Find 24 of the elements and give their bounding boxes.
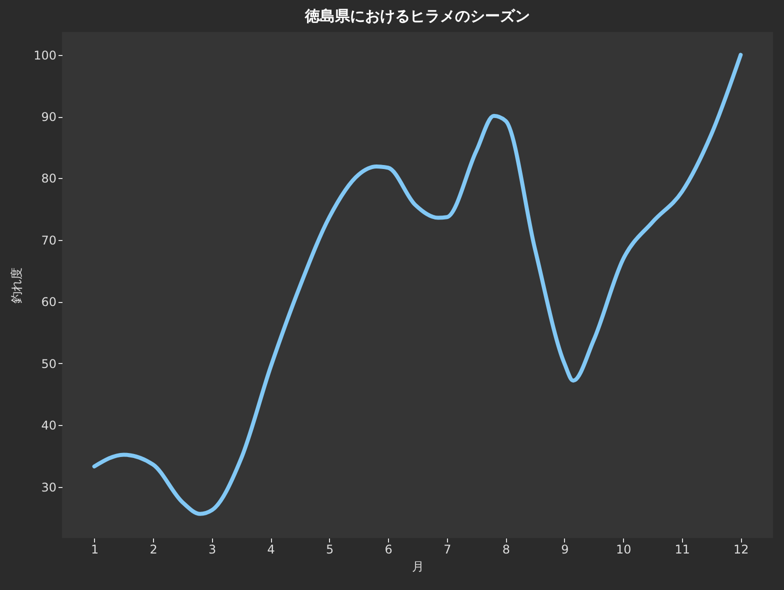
x-tick-label: 1 [91, 542, 99, 556]
chart-title: 徳島県におけるヒラメのシーズン [304, 7, 530, 25]
x-tick-label: 9 [561, 542, 569, 556]
y-tick-label: 100 [34, 48, 56, 62]
x-tick-label: 6 [384, 542, 392, 556]
y-tick-label: 40 [41, 418, 56, 433]
y-tick-label: 60 [41, 295, 56, 310]
x-tick-label: 4 [267, 542, 275, 556]
y-tick-label: 90 [41, 110, 56, 124]
y-tick-label: 30 [41, 480, 56, 494]
y-tick-label: 70 [41, 233, 56, 248]
x-tick-label: 12 [734, 542, 749, 556]
x-axis-title: 月 [412, 560, 424, 574]
x-tick-label: 11 [674, 542, 690, 556]
x-tick-label: 7 [444, 542, 452, 556]
y-axis-title: 釣れ度 [10, 268, 24, 304]
x-tick-label: 2 [150, 542, 158, 556]
x-tick-label: 8 [502, 542, 510, 556]
y-tick-label: 50 [41, 356, 56, 371]
line-series [92, 52, 743, 516]
y-tick-label: 80 [41, 172, 56, 186]
x-tick-label: 3 [208, 542, 216, 556]
x-tick-label: 10 [616, 542, 632, 556]
x-tick-label: 5 [326, 542, 334, 556]
